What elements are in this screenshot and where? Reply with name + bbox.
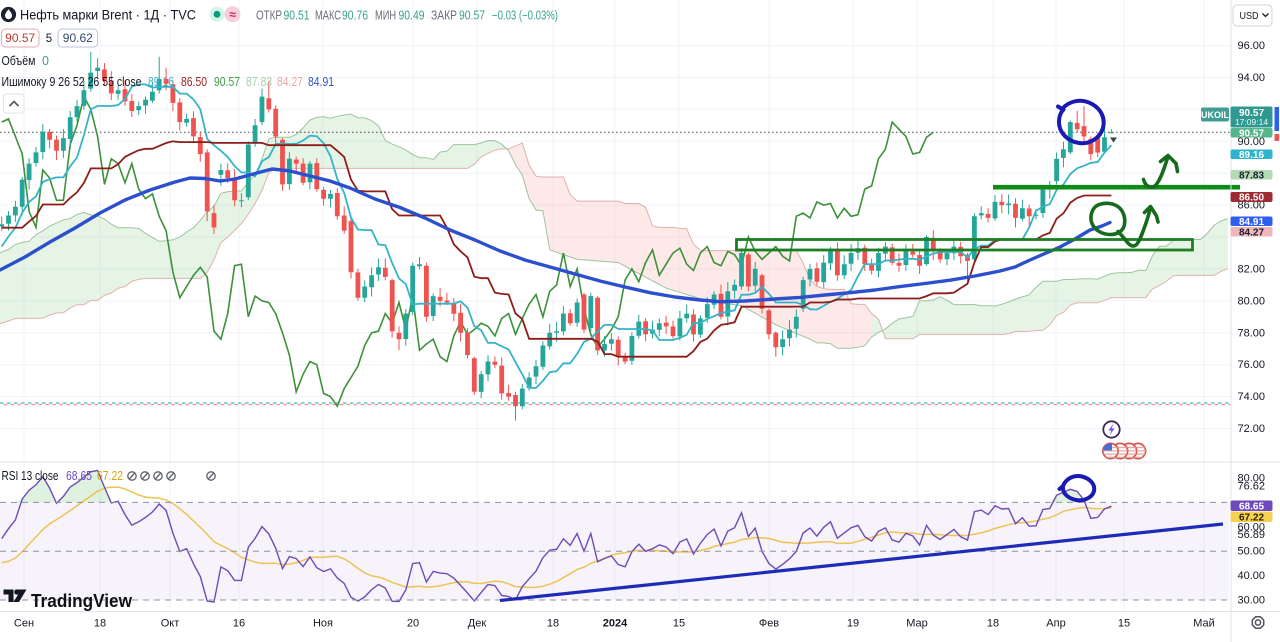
svg-text:0: 0 [42, 54, 49, 68]
svg-text:ЗАКР: ЗАКР [431, 9, 457, 23]
svg-text:84.91: 84.91 [308, 75, 334, 89]
svg-text:Ноя: Ноя [313, 618, 333, 630]
svg-text:Объём: Объём [2, 54, 36, 68]
svg-text:RSI 13 close: RSI 13 close [2, 469, 59, 483]
svg-text:76.00: 76.00 [1238, 359, 1266, 371]
svg-text:89.16: 89.16 [1239, 150, 1264, 161]
svg-text:МИН: МИН [375, 9, 396, 23]
svg-text:90.62: 90.62 [63, 31, 93, 45]
svg-text:19: 19 [847, 618, 859, 630]
svg-text:18: 18 [94, 618, 106, 630]
svg-text:84.91: 84.91 [1239, 217, 1264, 228]
svg-text:78.00: 78.00 [1238, 327, 1266, 339]
svg-text:96.00: 96.00 [1238, 40, 1266, 52]
svg-text:Нефть марки Brent · 1Д · TVC: Нефть марки Brent · 1Д · TVC [20, 8, 196, 23]
svg-text:Ишимоку 9 26 52 26 55 close: Ишимоку 9 26 52 26 55 close [2, 75, 142, 89]
svg-text:≈: ≈ [229, 8, 236, 22]
svg-text:20: 20 [407, 618, 419, 630]
svg-text:15: 15 [673, 618, 685, 630]
svg-text:74.00: 74.00 [1238, 391, 1266, 403]
svg-text:82.00: 82.00 [1238, 263, 1266, 275]
svg-text:89.16: 89.16 [148, 75, 174, 89]
svg-text:67.22: 67.22 [1239, 512, 1264, 523]
svg-text:TradingView: TradingView [31, 590, 133, 611]
svg-text:Сен: Сен [14, 618, 34, 630]
svg-text:USD: USD [1240, 10, 1259, 22]
svg-text:Дек: Дек [468, 618, 487, 630]
svg-text:90.49: 90.49 [399, 9, 425, 23]
svg-text:17:09:14: 17:09:14 [1235, 117, 1268, 127]
svg-text:Апр: Апр [1046, 618, 1065, 630]
svg-text:МАКС: МАКС [315, 9, 341, 23]
svg-text:90.57: 90.57 [214, 75, 240, 89]
svg-text:90.00: 90.00 [1238, 136, 1266, 148]
svg-text:−0.03 (−0.03%): −0.03 (−0.03%) [492, 9, 558, 23]
svg-text:Фев: Фев [759, 618, 779, 630]
svg-text:90.51: 90.51 [284, 9, 310, 23]
svg-text:Мар: Мар [906, 618, 928, 630]
svg-text:60.00: 60.00 [1238, 521, 1266, 533]
svg-text:18: 18 [547, 618, 559, 630]
svg-text:86.50: 86.50 [181, 75, 207, 89]
svg-text:18: 18 [987, 618, 999, 630]
svg-text:86.00: 86.00 [1238, 200, 1266, 212]
svg-text:15: 15 [1118, 618, 1130, 630]
svg-text:90.57: 90.57 [1239, 108, 1264, 119]
svg-text:ОТКР: ОТКР [256, 9, 282, 23]
svg-text:80.00: 80.00 [1238, 295, 1266, 307]
svg-text:80.00: 80.00 [1238, 473, 1266, 485]
svg-text:68.65: 68.65 [66, 469, 92, 483]
svg-text:72.00: 72.00 [1238, 423, 1266, 435]
svg-text:84.27: 84.27 [277, 75, 303, 89]
svg-text:76.62: 76.62 [1238, 481, 1266, 493]
svg-text:16: 16 [233, 618, 245, 630]
svg-text:40.00: 40.00 [1238, 570, 1266, 582]
svg-text:94.00: 94.00 [1238, 72, 1266, 84]
svg-text:Окт: Окт [161, 618, 180, 630]
svg-text:2024: 2024 [603, 618, 628, 630]
svg-text:50.00: 50.00 [1238, 546, 1266, 558]
svg-text:5: 5 [46, 33, 52, 45]
svg-text:86.50: 86.50 [1239, 193, 1264, 204]
svg-text:30.00: 30.00 [1238, 595, 1266, 607]
svg-text:UKOIL: UKOIL [1201, 110, 1230, 120]
svg-text:84.27: 84.27 [1239, 227, 1264, 238]
svg-text:90.57: 90.57 [5, 31, 35, 45]
svg-text:90.57: 90.57 [1239, 128, 1264, 139]
svg-text:56.89: 56.89 [1238, 529, 1266, 541]
svg-text:87.83: 87.83 [1239, 170, 1264, 181]
svg-text:90.57: 90.57 [459, 9, 485, 23]
svg-text:87.83: 87.83 [246, 75, 272, 89]
svg-text:68.65: 68.65 [1239, 501, 1264, 512]
svg-text:90.76: 90.76 [342, 9, 368, 23]
svg-text:Май: Май [1193, 618, 1215, 630]
svg-text:67.22: 67.22 [97, 469, 123, 483]
